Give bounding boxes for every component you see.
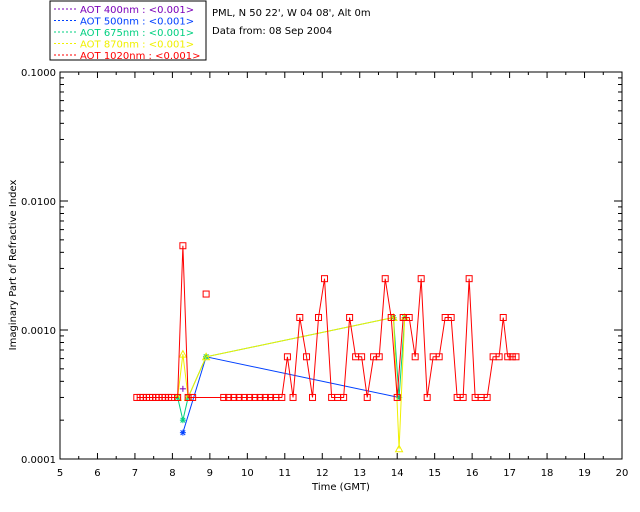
legend-label: AOT 870nm : <0.001> [80, 40, 194, 51]
data-point [220, 393, 228, 401]
y-tick-label: 0.0010 [21, 326, 56, 337]
y-tick-label: 0.0001 [21, 455, 56, 466]
data-point [235, 393, 243, 401]
date-info: Data from: 08 Sep 2004 [212, 26, 332, 37]
data-point [375, 353, 383, 361]
y-axis-title: Imaginary Part of Refractive Index [8, 180, 19, 351]
data-point [465, 275, 473, 283]
data-point [321, 275, 329, 283]
x-tick-label: 19 [578, 468, 591, 479]
data-point [202, 290, 210, 298]
data-point [179, 385, 186, 392]
series-line [177, 316, 406, 421]
data-point [184, 393, 192, 401]
data-point [358, 353, 366, 361]
x-tick-label: 10 [241, 468, 254, 479]
data-point [394, 444, 404, 453]
data-point [459, 393, 467, 401]
x-tick-label: 18 [541, 468, 554, 479]
legend-label: AOT 1020nm : <0.001> [80, 51, 200, 62]
x-tick-label: 15 [428, 468, 441, 479]
data-point [256, 393, 264, 401]
data-point [483, 393, 491, 401]
x-tick-label: 11 [278, 468, 291, 479]
data-point [508, 353, 516, 361]
legend-label: AOT 400nm : <0.001> [80, 5, 194, 16]
data-point [261, 393, 269, 401]
series-line [136, 245, 516, 398]
x-tick-label: 5 [57, 468, 63, 479]
data-point [309, 393, 317, 401]
data-point [174, 393, 182, 401]
data-point [251, 393, 259, 401]
data-point [179, 429, 186, 436]
legend: AOT 400nm : <0.001>AOT 500nm : <0.001>AO… [54, 5, 200, 62]
data-point [346, 313, 354, 321]
data-point [296, 313, 304, 321]
data-point [178, 349, 188, 358]
x-tick-label: 8 [169, 468, 175, 479]
data-point [499, 313, 507, 321]
site-info: PML, N 50 22', W 04 08', Alt 0m [212, 8, 371, 19]
data-point [246, 393, 254, 401]
series-group [179, 385, 186, 392]
data-point [504, 353, 512, 361]
data-point [267, 393, 275, 401]
data-point [278, 393, 286, 401]
x-tick-label: 7 [132, 468, 138, 479]
data-point [393, 393, 401, 401]
series-line [177, 316, 406, 449]
series-group [133, 242, 520, 401]
data-point [447, 313, 455, 321]
data-point [225, 393, 233, 401]
data-point [411, 353, 419, 361]
data-point [289, 393, 297, 401]
data-point [387, 313, 395, 321]
x-axis-title: Time (GMT) [311, 482, 370, 493]
x-tick-label: 16 [466, 468, 479, 479]
data-point [340, 393, 348, 401]
data-point [201, 352, 211, 361]
data-point [240, 393, 248, 401]
data-point [417, 275, 425, 283]
x-tick-label: 9 [207, 468, 213, 479]
x-tick-label: 14 [391, 468, 404, 479]
axes: 5 6 7 8 9 10 11 12 13 14 15 16 17 18 19 20 0.0001 0.0010 0… [21, 68, 628, 479]
data-point [512, 353, 520, 361]
data-point [405, 313, 413, 321]
x-tick-label: 20 [616, 468, 629, 479]
x-tick-label: 17 [503, 468, 516, 479]
data-point [381, 275, 389, 283]
data-point [189, 393, 197, 401]
y-tick-label: 0.1000 [21, 68, 56, 79]
legend-box [49, 0, 207, 61]
series-group [174, 314, 408, 424]
data-point [283, 353, 291, 361]
y-tick-label: 0.0100 [21, 197, 56, 208]
series [133, 242, 520, 453]
data-point [435, 353, 443, 361]
data-point [303, 353, 311, 361]
x-tick-label: 13 [353, 468, 366, 479]
data-point [495, 353, 503, 361]
data-point [230, 393, 238, 401]
data-point [179, 417, 186, 424]
x-tick-label: 6 [94, 468, 100, 479]
legend-label: AOT 500nm : <0.001> [80, 17, 194, 28]
data-point [363, 393, 371, 401]
data-point [179, 242, 187, 250]
x-tick-label: 12 [316, 468, 329, 479]
data-point [423, 393, 431, 401]
legend-label: AOT 675nm : <0.001> [80, 28, 194, 39]
data-point [315, 313, 323, 321]
